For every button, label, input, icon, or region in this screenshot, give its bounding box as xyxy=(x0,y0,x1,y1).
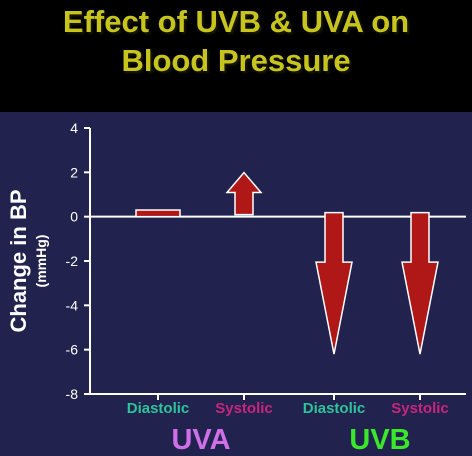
y-tick-label: -2 xyxy=(66,253,79,269)
plot-panel xyxy=(0,112,472,456)
y-axis-unit: (mmHg) xyxy=(33,235,49,288)
bar-arrow-down-2 xyxy=(315,211,353,355)
x-category-label: Diastolic xyxy=(127,400,190,417)
bar-0 xyxy=(135,209,181,218)
x-category-label: Diastolic xyxy=(303,400,366,417)
x-category-label: Systolic xyxy=(391,400,449,417)
y-tick-label: -6 xyxy=(66,342,79,358)
chart-title: Effect of UVB & UVA on Blood Pressure xyxy=(0,2,472,80)
chart-title-line-2: Blood Pressure xyxy=(121,43,351,78)
x-category-label: Systolic xyxy=(215,400,273,417)
bar-arrow-down-3 xyxy=(401,211,439,355)
y-tick-label: 4 xyxy=(70,120,78,136)
y-axis-title: Change in BP xyxy=(6,189,31,332)
y-tick-label: -8 xyxy=(66,386,79,402)
bar-arrow-up-1 xyxy=(225,171,263,216)
y-tick-label: -4 xyxy=(66,297,79,313)
y-tick-label: 0 xyxy=(70,209,78,225)
title-band xyxy=(0,0,472,112)
chart-title-line-1: Effect of UVB & UVA on xyxy=(62,4,410,39)
group-label-uva: UVA xyxy=(171,424,230,456)
y-tick-label: 2 xyxy=(70,164,78,180)
group-label-uvb: UVB xyxy=(349,424,410,456)
